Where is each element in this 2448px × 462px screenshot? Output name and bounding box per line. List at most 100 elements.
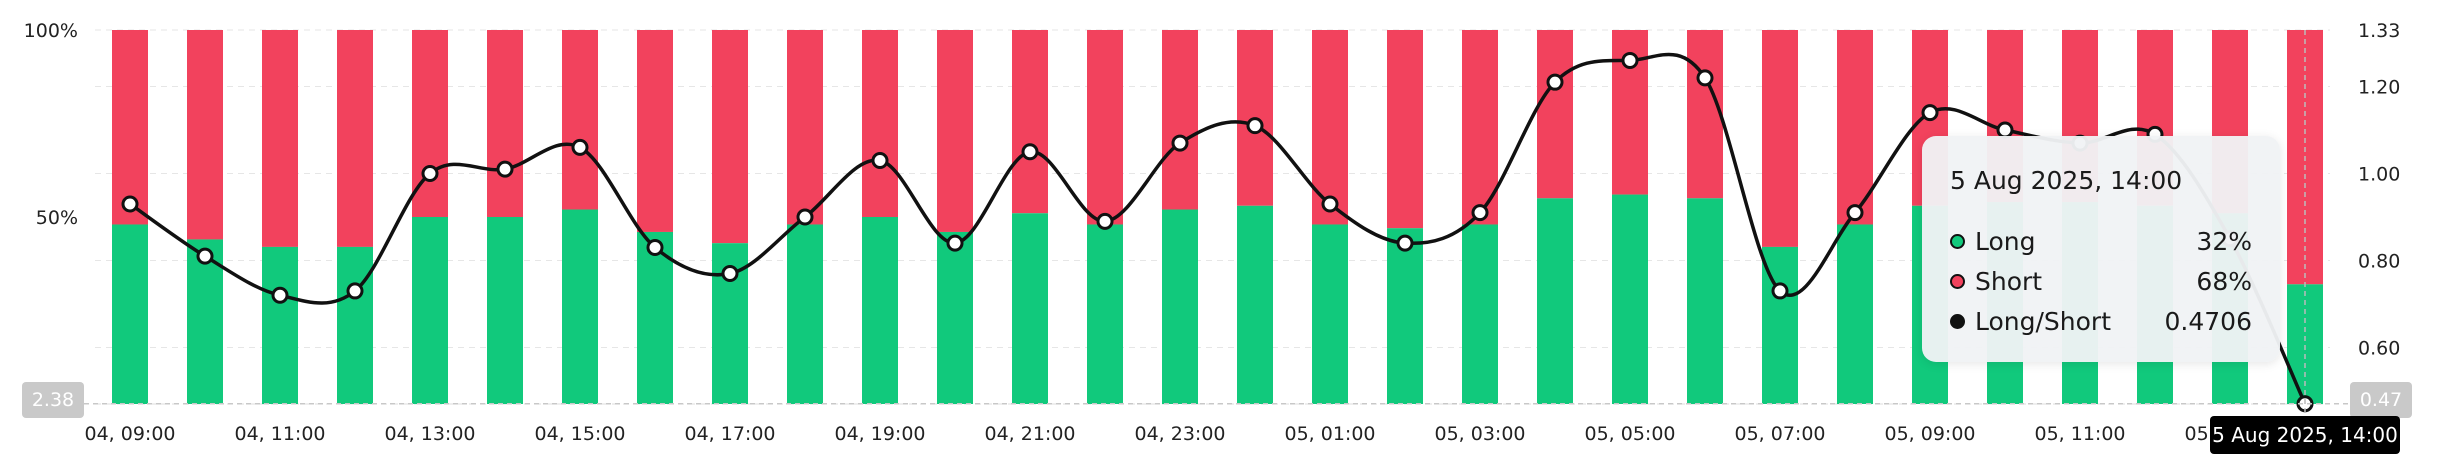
short-bar xyxy=(1087,30,1123,225)
ratio-point xyxy=(1096,212,1114,230)
ratio-point xyxy=(1621,51,1639,69)
long-bar xyxy=(1237,205,1273,404)
short-bar xyxy=(1162,30,1198,210)
tooltip-row-long: Long 32% xyxy=(1950,221,2252,261)
short-bar xyxy=(112,30,148,225)
x-tick-label: 05, 01:00 xyxy=(1284,423,1375,445)
x-tick-label: 04, 15:00 xyxy=(534,423,625,445)
tooltip-value: 0.4706 xyxy=(2164,306,2252,336)
ratio-point xyxy=(121,195,139,213)
long-bar xyxy=(1612,194,1648,404)
tooltip-row-ratio: Long/Short 0.4706 xyxy=(1950,301,2252,341)
x-tick-label: 05, 05:00 xyxy=(1584,423,1675,445)
time-axis-badge: 5 Aug 2025, 14:00 xyxy=(2210,416,2400,454)
long-bar xyxy=(337,246,373,404)
ratio-point xyxy=(1771,282,1789,300)
ratio-point xyxy=(1996,121,2014,139)
x-axis-ticks: 04, 09:00 04, 11:00 04, 13:00 04, 15:00 04, … xyxy=(84,423,2275,445)
long-bar xyxy=(412,217,448,404)
tooltip-title: 5 Aug 2025, 14:00 xyxy=(1950,166,2183,195)
short-bar xyxy=(1462,30,1498,225)
short-legend-dot xyxy=(1950,273,1965,289)
long-legend-dot xyxy=(1950,233,1965,249)
short-bar xyxy=(487,30,523,217)
x-tick-label: 04, 13:00 xyxy=(384,423,475,445)
long-bar xyxy=(562,209,598,404)
long-bar xyxy=(1312,224,1348,404)
long-bar xyxy=(487,217,523,404)
long-bar xyxy=(637,231,673,404)
short-bar xyxy=(562,30,598,210)
short-bar xyxy=(337,30,373,247)
ratio-point xyxy=(1246,117,1264,135)
ratio-point xyxy=(1846,204,1864,222)
left-tick-label: 100% xyxy=(24,20,78,42)
tooltip-label: Short xyxy=(1975,266,2043,296)
ratio-point xyxy=(1546,73,1564,91)
x-tick-label: 04, 11:00 xyxy=(234,423,325,445)
ratio-point xyxy=(571,138,589,156)
ratio-point xyxy=(496,160,514,178)
long-bar xyxy=(187,239,223,404)
ratio-point xyxy=(871,151,889,169)
right-tick-label: 1.33 xyxy=(2358,20,2400,42)
short-bar xyxy=(1837,30,1873,225)
left-axis-badge: 2.38 xyxy=(22,382,84,418)
long-bar xyxy=(1387,228,1423,404)
ratio-point xyxy=(421,165,439,183)
ratio-point xyxy=(1396,234,1414,252)
x-tick-label: 05, 09:00 xyxy=(1884,423,1975,445)
ratio-point xyxy=(796,208,814,226)
short-bar xyxy=(1387,30,1423,229)
left-tick-label: 50% xyxy=(36,207,78,229)
long-bar xyxy=(1012,213,1048,404)
right-axis-badge: 0.47 xyxy=(2350,382,2412,418)
ratio-point xyxy=(946,234,964,252)
long-bar xyxy=(1162,209,1198,404)
short-bar xyxy=(637,30,673,232)
x-tick-label: 04, 09:00 xyxy=(84,423,175,445)
x-tick-label: 05, 03:00 xyxy=(1434,423,1525,445)
short-bar xyxy=(187,30,223,240)
right-tick-label: 1.00 xyxy=(2358,164,2400,186)
left-axis-ticks: 100% 50% xyxy=(24,20,78,229)
tooltip-label: Long/Short xyxy=(1975,306,2112,336)
ratio-point xyxy=(271,286,289,304)
long-bar xyxy=(262,246,298,404)
ratio-point xyxy=(1171,134,1189,152)
long-bar xyxy=(1537,198,1573,404)
x-tick-label: 05, 07:00 xyxy=(1734,423,1825,445)
right-tick-label: 0.60 xyxy=(2358,337,2400,359)
ratio-point xyxy=(1021,143,1039,161)
long-bar xyxy=(112,224,148,404)
long-bar xyxy=(937,231,973,404)
tooltip-row-short: Short 68% xyxy=(1950,261,2252,301)
short-bar xyxy=(1012,30,1048,214)
short-bar xyxy=(1312,30,1348,225)
tooltip-value: 32% xyxy=(2196,226,2252,256)
ratio-point xyxy=(196,247,214,265)
short-bar xyxy=(937,30,973,232)
ratio-points xyxy=(121,51,2314,413)
ratio-point xyxy=(1921,104,1939,122)
short-bar xyxy=(787,30,823,225)
x-tick-label: 05, 11:00 xyxy=(2034,423,2125,445)
right-tick-label: 0.80 xyxy=(2358,250,2400,272)
long-bar xyxy=(1087,224,1123,404)
ratio-legend-dot xyxy=(1950,313,1965,329)
ratio-point xyxy=(646,238,664,256)
tooltip: 5 Aug 2025, 14:00 Long 32% Short 68% Lon… xyxy=(1922,136,2280,362)
short-bar xyxy=(1762,30,1798,247)
ratio-point xyxy=(1471,204,1489,222)
long-bar xyxy=(787,224,823,404)
x-tick-label: 04, 21:00 xyxy=(984,423,1075,445)
x-tick-label: 04, 23:00 xyxy=(1134,423,1225,445)
ratio-point xyxy=(1321,195,1339,213)
long-bar xyxy=(1837,224,1873,404)
crosshair xyxy=(84,30,2350,414)
long-bar xyxy=(1687,198,1723,404)
long-bar xyxy=(1462,224,1498,404)
short-bar xyxy=(1687,30,1723,199)
short-bar xyxy=(862,30,898,217)
x-tick-label: 04, 17:00 xyxy=(684,423,775,445)
